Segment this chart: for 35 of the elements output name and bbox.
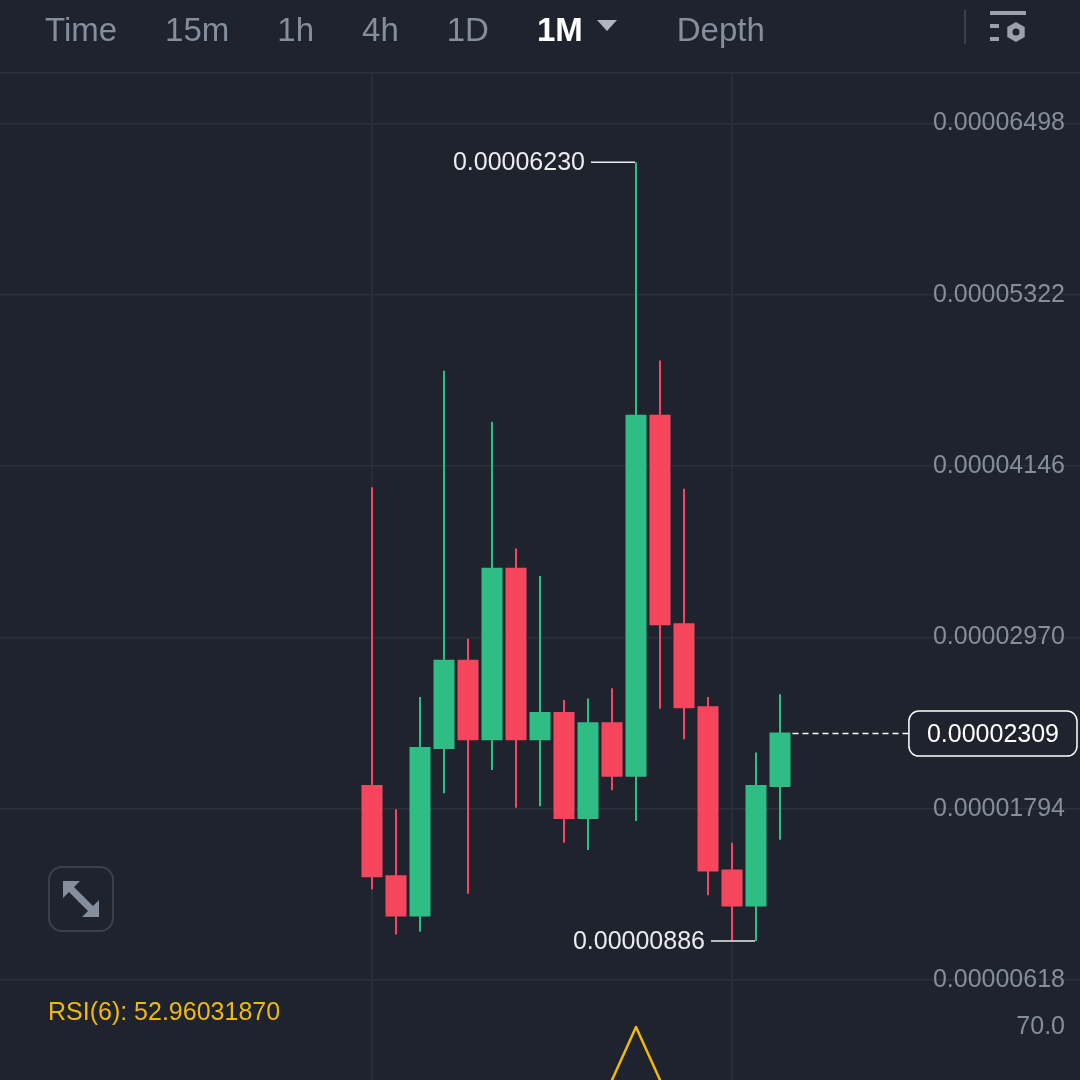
y-tick-label: 0.00006498 bbox=[932, 107, 1065, 136]
candlestick bbox=[745, 751, 767, 942]
chart-title: RSI(6): 52.96031870 bbox=[48, 996, 281, 1025]
y-tick-label: 0.00001794 bbox=[932, 792, 1066, 821]
candlestick bbox=[481, 420, 503, 771]
ref-line-label: 0.00002309 bbox=[926, 718, 1060, 747]
candlestick bbox=[505, 547, 527, 809]
text: Time bbox=[45, 10, 118, 50]
candlestick bbox=[673, 487, 695, 741]
annotation: 0.00000886 bbox=[572, 925, 705, 954]
text: Depth bbox=[676, 10, 765, 50]
text: 1D bbox=[446, 10, 489, 50]
candlestick bbox=[577, 697, 599, 852]
candlestick bbox=[601, 687, 623, 792]
candlestick bbox=[385, 808, 407, 936]
text: 1h bbox=[277, 10, 315, 50]
candlestick bbox=[553, 698, 575, 844]
y-tick-label: 0.00005322 bbox=[932, 278, 1065, 307]
text: 1M bbox=[536, 10, 583, 50]
candlestick bbox=[433, 369, 455, 795]
annotation: 0.00006230 bbox=[452, 147, 585, 176]
y-tick-label: 0.00000618 bbox=[932, 963, 1065, 992]
candlestick bbox=[625, 161, 647, 822]
candlestick bbox=[529, 575, 551, 808]
candlestick bbox=[649, 359, 671, 710]
candlestick bbox=[409, 696, 431, 933]
y-tick-label: 0.00002970 bbox=[932, 621, 1065, 650]
annotation: 70.0 bbox=[1016, 1010, 1065, 1039]
candlestick bbox=[769, 693, 791, 841]
candlestick bbox=[697, 696, 719, 897]
text: 4h bbox=[362, 10, 399, 50]
y-tick-label: 0.00004146 bbox=[932, 449, 1065, 478]
candlestick bbox=[457, 637, 479, 895]
candlestick bbox=[721, 841, 743, 942]
text: 15m bbox=[165, 10, 230, 50]
